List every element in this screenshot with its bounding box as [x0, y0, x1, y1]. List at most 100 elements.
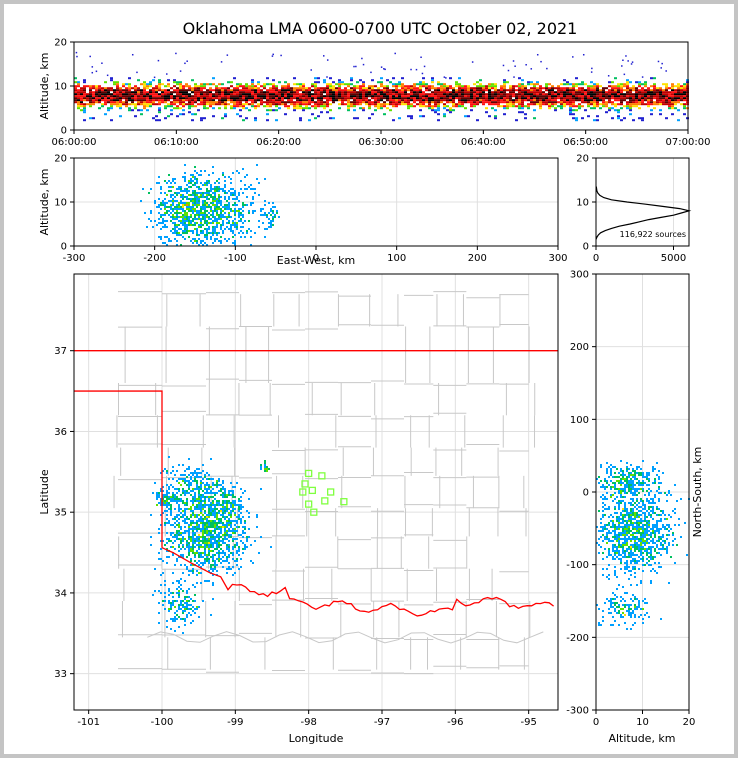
- time-height-cell: [125, 105, 128, 108]
- time-height-cell: [683, 105, 686, 108]
- ns-cell: [634, 566, 636, 568]
- time-height-cell: [614, 103, 617, 106]
- plan-cell: [266, 468, 268, 470]
- time-height-cell: [449, 93, 452, 96]
- plan-cell: [190, 508, 192, 510]
- ew-cell: [176, 208, 178, 210]
- plan-cell: [236, 538, 238, 540]
- time-height-cell: [458, 103, 461, 106]
- time-height-cell: [659, 99, 662, 102]
- ew-cell: [198, 192, 200, 194]
- plan-cell: [212, 504, 214, 506]
- time-height-cell: [653, 91, 656, 94]
- plan-cell: [182, 544, 184, 546]
- ew-cell: [174, 224, 176, 226]
- plan-cell: [218, 550, 220, 552]
- plan-cell: [164, 596, 166, 598]
- ew-cell: [214, 218, 216, 220]
- time-height-cell: [368, 93, 371, 96]
- time-height-cell: [275, 105, 278, 108]
- time-height-cell: [179, 70, 182, 72]
- ew-cell: [164, 236, 166, 238]
- plan-cell: [204, 510, 206, 512]
- ew-cell: [198, 200, 200, 202]
- time-height-cell: [290, 99, 293, 102]
- time-height-cell: [179, 89, 182, 92]
- time-height-cell: [347, 91, 350, 94]
- time-height-cell: [110, 107, 113, 110]
- time-height-cell: [491, 107, 494, 110]
- plan-cell: [164, 522, 166, 524]
- time-height-cell: [326, 85, 329, 88]
- time-height-cell: [158, 101, 161, 104]
- ew-cell: [148, 218, 150, 220]
- time-height-cell: [350, 79, 353, 82]
- time-height-cell: [314, 81, 317, 84]
- time-height-cell: [503, 113, 506, 116]
- time-height-cell: [533, 103, 536, 106]
- plan-cell: [172, 494, 174, 496]
- time-height-cell: [443, 93, 446, 96]
- time-height-cell: [620, 83, 623, 86]
- plan-cell: [198, 496, 200, 498]
- plan-cell: [220, 528, 222, 530]
- plan-cell: [168, 492, 170, 494]
- plan-y-label: Latitude: [38, 469, 51, 515]
- plan-cell: [192, 472, 194, 474]
- ew-cell: [190, 200, 192, 202]
- time-height-cell: [536, 91, 539, 94]
- time-height-cell: [443, 97, 446, 100]
- time-height-cell: [401, 83, 404, 86]
- time-height-cell: [491, 103, 494, 106]
- time-height-cell: [512, 87, 515, 90]
- ns-cell: [648, 552, 650, 554]
- time-height-cell: [209, 95, 212, 98]
- time-height-cell: [353, 87, 356, 90]
- time-height-cell: [353, 99, 356, 102]
- time-height-cell: [140, 97, 143, 100]
- plan-cell: [212, 558, 214, 560]
- plan-cell: [214, 530, 216, 532]
- plan-cell: [210, 514, 212, 516]
- plan-cell: [196, 550, 198, 552]
- time-height-cell: [386, 79, 389, 82]
- plan-cell: [202, 552, 204, 554]
- time-height-cell: [227, 93, 230, 96]
- time-height-cell: [98, 99, 101, 102]
- time-height-cell: [314, 107, 317, 110]
- ns-cell: [636, 548, 638, 550]
- ew-cell: [168, 180, 170, 182]
- time-height-cell: [251, 101, 254, 104]
- ew-cell: [246, 174, 248, 176]
- time-height-cell: [491, 91, 494, 94]
- plan-cell: [244, 522, 246, 524]
- time-height-cell: [401, 87, 404, 90]
- time-height-cell: [395, 89, 398, 92]
- ew-cell: [216, 210, 218, 212]
- time-height-cell: [470, 95, 473, 98]
- plan-cell: [178, 538, 180, 540]
- ew-cell: [206, 206, 208, 208]
- time-height-cell: [452, 93, 455, 96]
- time-height-cell: [356, 93, 359, 96]
- time-height-cell: [200, 101, 203, 104]
- ew-cell: [272, 216, 274, 218]
- time-height-cell: [275, 89, 278, 92]
- time-height-cell: [347, 89, 350, 92]
- time-height-cell: [665, 83, 668, 86]
- plan-cell: [184, 518, 186, 520]
- time-height-cell: [356, 117, 359, 120]
- time-height-cell: [530, 99, 533, 102]
- ew-cell: [220, 204, 222, 206]
- plan-cell: [198, 494, 200, 496]
- ew-cell: [176, 230, 178, 232]
- plan-cell: [208, 510, 210, 512]
- time-height-cell: [179, 85, 182, 88]
- time-height-cell: [203, 105, 206, 108]
- ew-tick-label: -100: [224, 253, 247, 264]
- ew-cell: [178, 186, 180, 188]
- ew-cell: [258, 194, 260, 196]
- time-height-cell: [440, 91, 443, 94]
